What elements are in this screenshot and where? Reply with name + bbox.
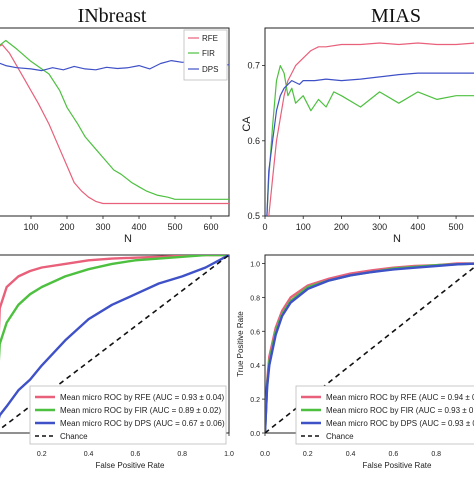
legend-box: [295, 385, 474, 445]
x-tick-label: 0.2: [37, 451, 47, 458]
x-tick-label: 0.6: [131, 451, 141, 458]
x-tick-label: 0.8: [431, 451, 441, 458]
x-tick-label: 500: [167, 222, 182, 232]
legend-label-fir: Mean micro ROC by FIR (AUC = 0.89 ± 0.02…: [60, 406, 221, 415]
x-tick-label: 500: [449, 222, 464, 232]
x-tick-label: 0.6: [389, 451, 399, 458]
y-tick-label: 0.8: [250, 295, 260, 302]
y-tick-label: 0.5: [247, 211, 260, 221]
x-tick-label: 400: [131, 222, 146, 232]
y-tick-label: 0.7: [247, 61, 260, 71]
x-tick-label: 0.4: [346, 451, 356, 458]
legend-roc-right: Mean micro ROC by RFE (AUC = 0.94 ± 0.01…: [295, 385, 474, 445]
x-tick-label: 400: [410, 222, 425, 232]
y-tick-label: 1.0: [250, 261, 260, 268]
xlabel-mias: N: [393, 233, 401, 245]
x-tick-label: 0.2: [303, 451, 313, 458]
legend-label-chance: Chance: [60, 432, 88, 441]
plot-area-mias: [266, 42, 474, 216]
legend-label-rfe: Mean micro ROC by RFE (AUC = 0.93 ± 0.04…: [60, 393, 225, 402]
x-tick-label: 200: [334, 222, 349, 232]
legend-label-chance: Chance: [326, 432, 354, 441]
y-tick-label: 0.6: [250, 329, 260, 336]
series-line-dps: [265, 262, 474, 433]
series-line-dps: [0, 255, 229, 419]
series-line-fir: [0, 255, 229, 362]
xlabel-inbreast: N: [124, 233, 132, 245]
legend-label-dps: DPS: [202, 65, 218, 74]
x-tick-label: 600: [203, 222, 218, 232]
legend-label-fir: Mean micro ROC by FIR (AUC = 0.93 ± 0.01…: [326, 406, 474, 415]
series-line-rfe: [0, 44, 229, 205]
title-inbreast: INbreast: [78, 5, 147, 27]
legend-box: [29, 385, 227, 445]
ylabel-mias: CA: [241, 116, 253, 132]
legend-label-rfe: RFE: [202, 34, 218, 43]
x-tick-label: 0: [262, 222, 267, 232]
legend-label-rfe: Mean micro ROC by RFE (AUC = 0.94 ± 0.01…: [326, 393, 474, 402]
y-tick-label: 0.2: [250, 397, 260, 404]
x-tick-label: 100: [296, 222, 311, 232]
legend-inbreast: RFE FIR DPS: [183, 29, 228, 81]
series-line-fir: [0, 39, 229, 200]
series-line-fir: [266, 65, 474, 216]
x-tick-label: 300: [95, 222, 110, 232]
legend-label-fir: FIR: [202, 49, 215, 58]
x-tick-label: 0.8: [177, 451, 187, 458]
series-line-rfe: [268, 42, 474, 216]
series-line-dps: [266, 72, 474, 216]
chart-marks: 100 200 300 400 500 600 0 100 200 300 400 500 0.5 0.6…: [0, 39, 474, 458]
title-mias: MIAS: [371, 5, 421, 27]
legend-label-dps: Mean micro ROC by DPS (AUC = 0.93 ± 0.01…: [326, 419, 474, 428]
x-tick-label: 1.0: [224, 451, 234, 458]
x-tick-label: 0.0: [260, 451, 270, 458]
y-tick-label: 0.6: [247, 136, 260, 146]
y-tick-label: 0.4: [250, 363, 260, 370]
x-tick-label: 0.4: [84, 451, 94, 458]
x-tick-label: 300: [372, 222, 387, 232]
legend-label-dps: Mean micro ROC by DPS (AUC = 0.67 ± 0.06…: [60, 419, 225, 428]
ylabel-roc-right: True Positive Rate: [236, 311, 245, 377]
xlabel-roc-right: False Positive Rate: [363, 461, 432, 470]
x-tick-label: 200: [59, 222, 74, 232]
y-tick-label: 0.0: [250, 431, 260, 438]
legend-roc-left: Mean micro ROC by RFE (AUC = 0.93 ± 0.04…: [29, 385, 227, 445]
panel-mias-frame: [264, 27, 474, 217]
panel-inbreast-frame: [0, 27, 230, 217]
xlabel-roc-left: False Positive Rate: [96, 461, 165, 470]
x-tick-label: 100: [23, 222, 38, 232]
